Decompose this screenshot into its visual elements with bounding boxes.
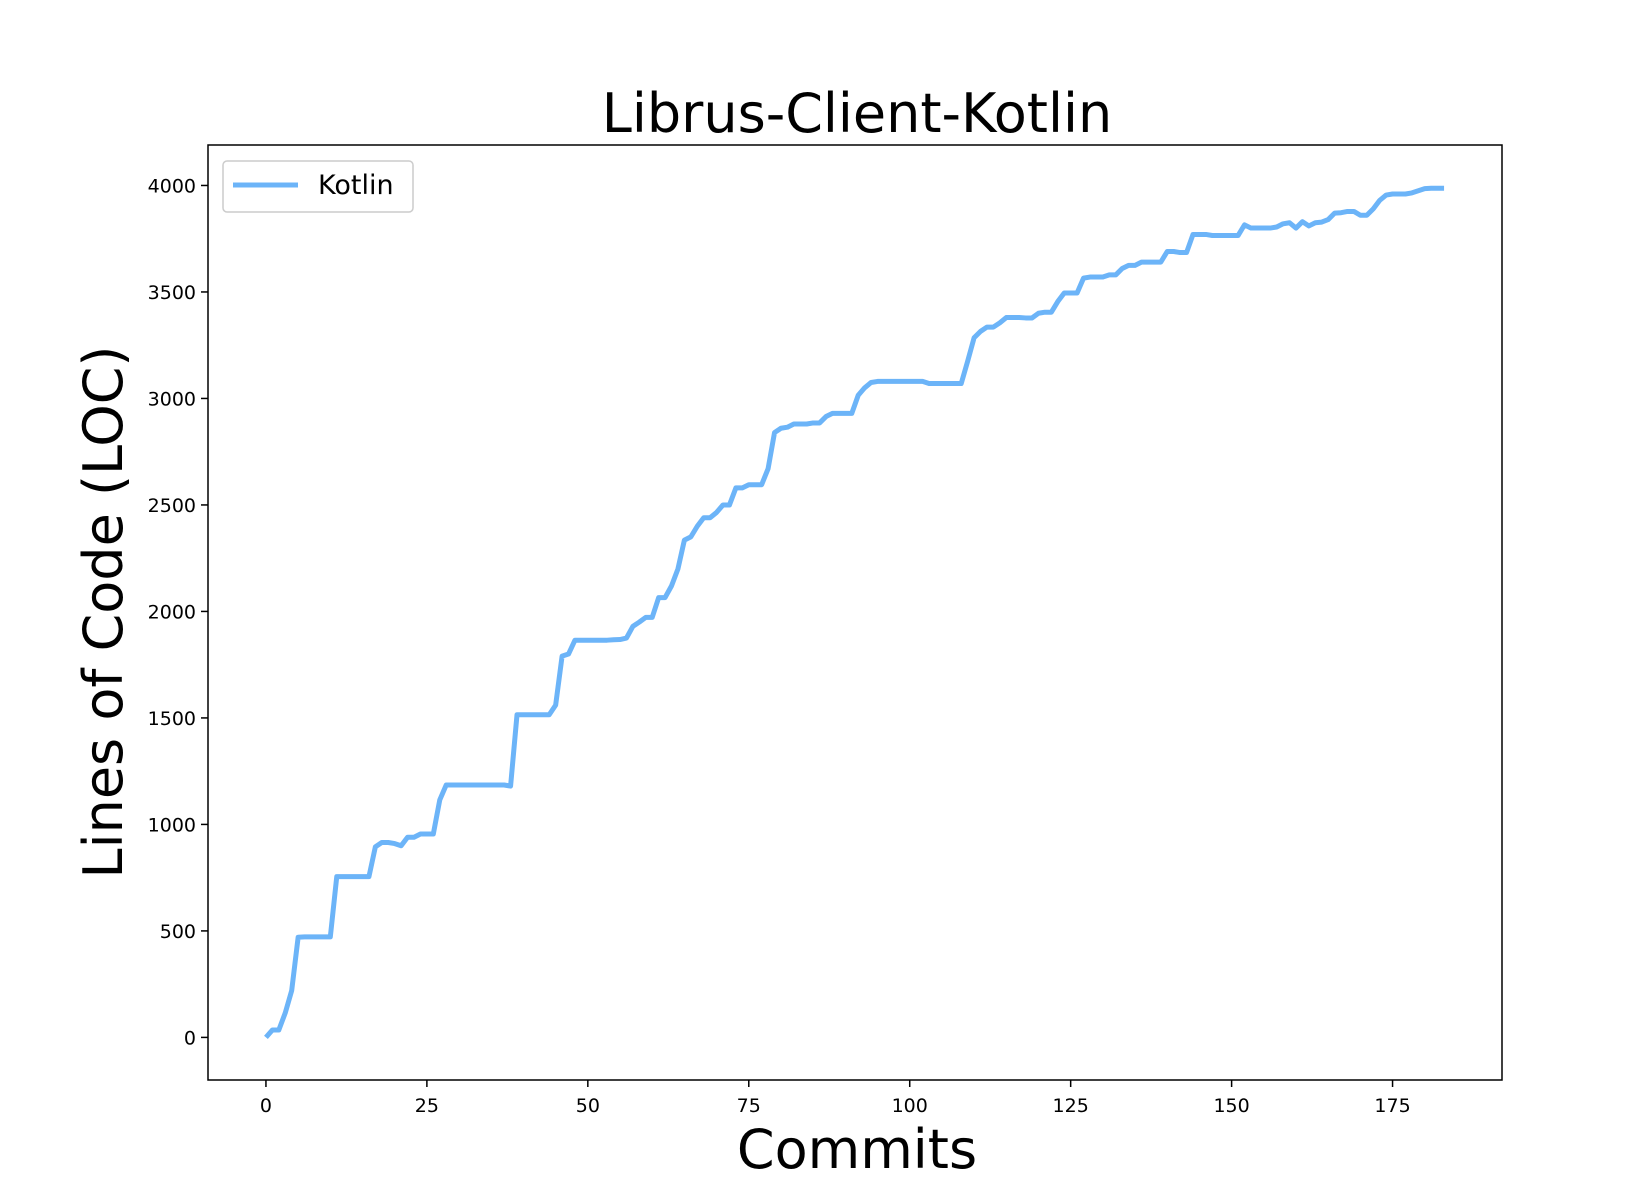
x-tick-label: 25 bbox=[415, 1095, 439, 1117]
x-tick-label: 125 bbox=[1053, 1095, 1089, 1117]
y-axis-label: Lines of Code (LOC) bbox=[72, 346, 135, 879]
x-tick-label: 50 bbox=[576, 1095, 600, 1117]
legend-box bbox=[222, 160, 414, 213]
plot-area bbox=[207, 144, 1503, 1081]
y-tick-label: 2000 bbox=[148, 601, 196, 623]
plot-frame bbox=[207, 144, 1503, 1081]
x-tick-label: 75 bbox=[737, 1095, 761, 1117]
y-tick-label: 3000 bbox=[148, 388, 196, 410]
x-tick-label: 175 bbox=[1374, 1095, 1410, 1117]
y-tick-label: 3500 bbox=[148, 282, 196, 304]
y-tick-label: 2500 bbox=[148, 495, 196, 517]
legend-label-kotlin: Kotlin bbox=[318, 170, 394, 201]
y-tick-label: 1000 bbox=[148, 814, 196, 836]
y-axis-ticks: 0 500 1000 1500 2000 2500 3000 3500 4000 bbox=[148, 175, 208, 1049]
x-axis-label: Commits bbox=[737, 1118, 977, 1181]
x-axis-ticks: 0 25 50 75 100 125 150 175 bbox=[260, 1080, 1411, 1117]
series-line-kotlin bbox=[264, 185, 1445, 1040]
legend: Kotlin bbox=[222, 160, 414, 213]
y-tick-label: 500 bbox=[160, 921, 196, 943]
y-tick-label: 4000 bbox=[148, 175, 196, 197]
y-tick-label: 0 bbox=[184, 1027, 196, 1049]
x-tick-label: 150 bbox=[1213, 1095, 1249, 1117]
x-tick-label: 0 bbox=[260, 1095, 272, 1117]
x-tick-label: 100 bbox=[892, 1095, 928, 1117]
y-tick-label: 1500 bbox=[148, 708, 196, 730]
chart-title: Librus-Client-Kotlin bbox=[602, 82, 1112, 145]
